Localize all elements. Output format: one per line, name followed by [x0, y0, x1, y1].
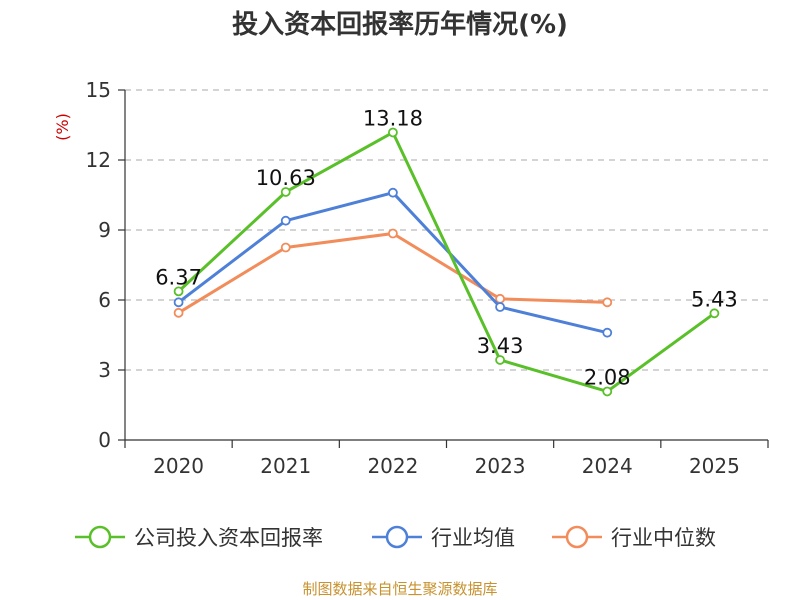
data-label: 3.43	[477, 334, 524, 358]
data-point	[709, 308, 720, 319]
y-axis-label: (%)	[53, 113, 72, 141]
data-label: 5.43	[691, 287, 738, 311]
series-line-1	[177, 191, 608, 335]
legend-marker	[565, 525, 589, 549]
x-tick-label: 2020	[153, 454, 204, 478]
data-point	[280, 215, 291, 226]
x-tick-label: 2025	[689, 454, 740, 478]
data-point	[173, 286, 184, 297]
data-point	[173, 297, 184, 308]
x-tick-label: 2022	[367, 454, 418, 478]
y-tick-label: 12	[86, 148, 111, 172]
source-note: 制图数据来自恒生聚源数据库	[302, 580, 497, 598]
data-label: 2.08	[584, 365, 631, 389]
data-labels: 6.37 10.63 13.18 3.43 2.08 5.43	[155, 106, 738, 389]
legend-marker	[88, 525, 112, 549]
data-point	[495, 355, 505, 365]
data-point	[388, 187, 398, 198]
y-tick-label: 3	[98, 358, 111, 382]
series-line-0	[177, 130, 716, 393]
data-point	[280, 187, 291, 197]
grid	[125, 89, 768, 371]
y-tick-label: 0	[98, 428, 111, 452]
data-label: 13.18	[363, 106, 423, 130]
x-tick-label: 2021	[260, 454, 311, 478]
x-tick-label: 2024	[582, 454, 633, 478]
chart-title: 投入资本回报率历年情况(%)	[232, 9, 568, 40]
data-point	[388, 228, 398, 239]
data-point	[602, 297, 613, 308]
legend-label: 公司投入资本回报率	[134, 526, 323, 550]
data-point	[388, 127, 398, 138]
data-label: 6.37	[155, 265, 202, 289]
legend-label: 行业中位数	[611, 526, 716, 550]
axes: 0 3 6 9 12 15 2020 2021 2022 2023 2024 2025	[86, 78, 769, 478]
y-tick-label: 6	[98, 288, 111, 312]
data-point	[280, 242, 291, 253]
x-tick-label: 2023	[475, 454, 526, 478]
series-line-2	[177, 232, 608, 315]
legend-label: 行业均值	[431, 526, 515, 550]
data-label: 10.63	[256, 166, 316, 190]
legend-marker	[385, 525, 409, 549]
y-tick-label: 9	[98, 218, 111, 242]
series	[173, 127, 720, 397]
data-point	[173, 307, 184, 318]
data-point	[495, 293, 505, 304]
y-tick-label: 15	[86, 78, 111, 102]
data-point	[602, 327, 613, 338]
data-point	[602, 386, 613, 397]
data-point	[495, 302, 505, 312]
legend: 公司投入资本回报率 行业均值 行业中位数	[75, 525, 716, 550]
